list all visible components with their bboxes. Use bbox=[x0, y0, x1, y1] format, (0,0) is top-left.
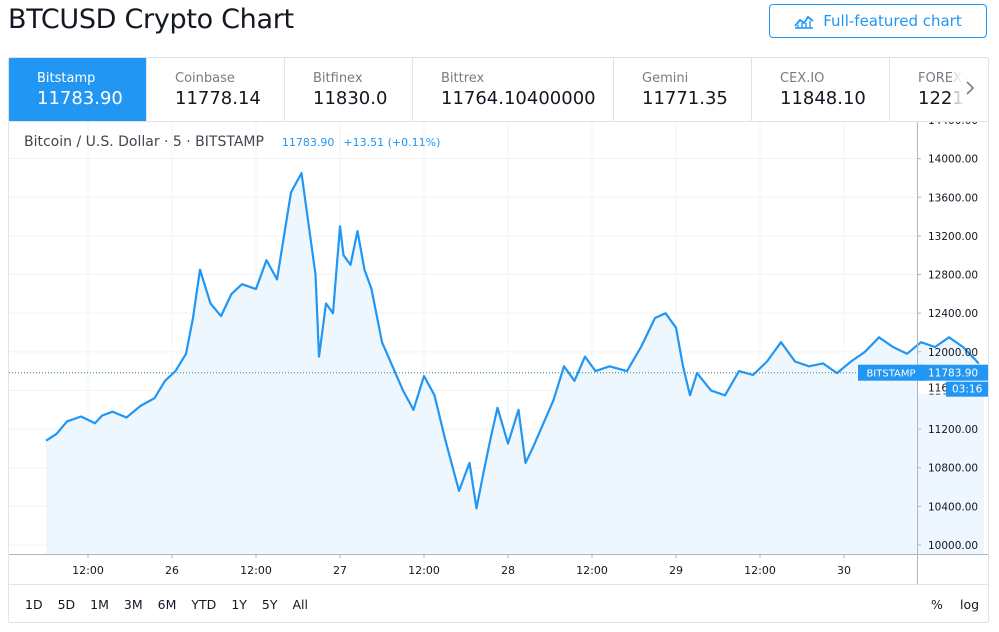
last-price-badge bbox=[918, 364, 988, 381]
log-scale-button[interactable]: log bbox=[960, 597, 980, 612]
chart-widget: Bitstamp 11783.90 Coinbase 11778.14 Bitf… bbox=[8, 57, 989, 623]
exchange-name: Bitfinex bbox=[313, 71, 363, 86]
x-tick-label: 12:00 bbox=[408, 564, 440, 577]
x-tick-label: 30 bbox=[837, 564, 851, 577]
page-title: BTCUSD Crypto Chart bbox=[8, 4, 294, 35]
x-tick-label: 29 bbox=[669, 564, 683, 577]
exchange-name: FOREX bbox=[918, 71, 962, 86]
y-tick-label: 13200.00 bbox=[928, 231, 978, 243]
countdown-label: 03:16 bbox=[952, 384, 983, 396]
exchange-name: Bitstamp bbox=[37, 71, 96, 86]
exchange-price: 11783.90 bbox=[37, 88, 123, 109]
range-button-5y[interactable]: 5Y bbox=[261, 597, 278, 612]
exchange-tabs: Bitstamp 11783.90 Coinbase 11778.14 Bitf… bbox=[9, 58, 988, 122]
y-tick-label: 13600.00 bbox=[928, 192, 978, 204]
tabs-scroll-right-button[interactable] bbox=[952, 58, 988, 121]
exchange-name: Bittrex bbox=[441, 71, 485, 86]
range-button-1d[interactable]: 1D bbox=[25, 597, 43, 612]
tab-bitstamp[interactable]: Bitstamp 11783.90 bbox=[9, 58, 147, 121]
range-button-1m[interactable]: 1M bbox=[90, 597, 109, 612]
y-tick-label: 12000.00 bbox=[928, 347, 978, 359]
chart-line-icon bbox=[794, 13, 814, 29]
chart-legend: Bitcoin / U.S. Dollar · 5 · BITSTAMP 117… bbox=[24, 134, 440, 150]
legend-price: 11783.90 bbox=[281, 136, 335, 149]
y-tick-label: 14000.00 bbox=[928, 154, 978, 166]
x-tick-label: 12:00 bbox=[240, 564, 272, 577]
exchange-name: Gemini bbox=[642, 71, 689, 86]
tab-bitfinex[interactable]: Bitfinex 11830.0 bbox=[285, 58, 413, 121]
y-tick-label: 10400.00 bbox=[928, 501, 978, 513]
x-tick-label: 28 bbox=[501, 564, 515, 577]
y-tick-label: 14400.00 bbox=[928, 122, 978, 127]
x-tick-label: 12:00 bbox=[72, 564, 104, 577]
tab-gemini[interactable]: Gemini 11771.35 bbox=[614, 58, 752, 121]
price-chart[interactable]: 10000.0010400.0010800.0011200.0011600.00… bbox=[9, 122, 988, 584]
exchange-price: 11830.0 bbox=[313, 88, 388, 109]
x-tick-label: 12:00 bbox=[576, 564, 608, 577]
full-featured-chart-button[interactable]: Full-featured chart bbox=[769, 4, 987, 38]
range-button-ytd[interactable]: YTD bbox=[191, 597, 217, 612]
range-buttons: 1D 5D 1M 3M 6M YTD 1Y 5Y All bbox=[25, 597, 323, 612]
price-source-badge bbox=[858, 364, 924, 381]
y-tick-label: 11200.00 bbox=[928, 424, 978, 436]
y-tick-label: 10000.00 bbox=[928, 540, 978, 552]
exchange-price: 11771.35 bbox=[642, 88, 728, 109]
countdown-badge bbox=[946, 381, 988, 397]
tab-cex-io[interactable]: CEX.IO 11848.10 bbox=[752, 58, 890, 121]
range-button-1y[interactable]: 1Y bbox=[231, 597, 247, 612]
range-button-all[interactable]: All bbox=[292, 597, 309, 612]
x-tick-label: 27 bbox=[333, 564, 347, 577]
price-area bbox=[46, 173, 984, 554]
price-source-label: BITSTAMP bbox=[866, 369, 915, 380]
y-tick-label: 12800.00 bbox=[928, 270, 978, 282]
y-tick-label-partial: 116 bbox=[928, 383, 948, 395]
exchange-price: 11764.10400000 bbox=[441, 88, 596, 109]
price-line bbox=[45, 172, 985, 510]
y-tick-label: 12400.00 bbox=[928, 308, 978, 320]
full-featured-chart-label: Full-featured chart bbox=[823, 12, 962, 30]
last-price-label: 11783.90 bbox=[928, 368, 978, 380]
exchange-name: CEX.IO bbox=[780, 71, 825, 86]
exchange-price: 11848.10 bbox=[780, 88, 866, 109]
range-button-3m[interactable]: 3M bbox=[123, 597, 143, 612]
range-button-5d[interactable]: 5D bbox=[57, 597, 76, 612]
range-toolbar: 1D 5D 1M 3M 6M YTD 1Y 5Y All % log bbox=[9, 584, 988, 622]
range-button-6m[interactable]: 6M bbox=[157, 597, 177, 612]
exchange-name: Coinbase bbox=[175, 71, 235, 86]
x-tick-label: 26 bbox=[165, 564, 179, 577]
chevron-right-icon bbox=[965, 80, 975, 100]
legend-symbol: Bitcoin / U.S. Dollar · 5 · BITSTAMP bbox=[24, 134, 264, 150]
exchange-price: 11778.14 bbox=[175, 88, 261, 109]
x-tick-label: 12:00 bbox=[744, 564, 776, 577]
y-tick-label: 10800.00 bbox=[928, 463, 978, 475]
legend-change: +13.51 (+0.11%) bbox=[343, 136, 441, 149]
percent-scale-button[interactable]: % bbox=[931, 597, 943, 612]
tab-bittrex[interactable]: Bittrex 11764.10400000 bbox=[413, 58, 614, 121]
tab-coinbase[interactable]: Coinbase 11778.14 bbox=[147, 58, 285, 121]
